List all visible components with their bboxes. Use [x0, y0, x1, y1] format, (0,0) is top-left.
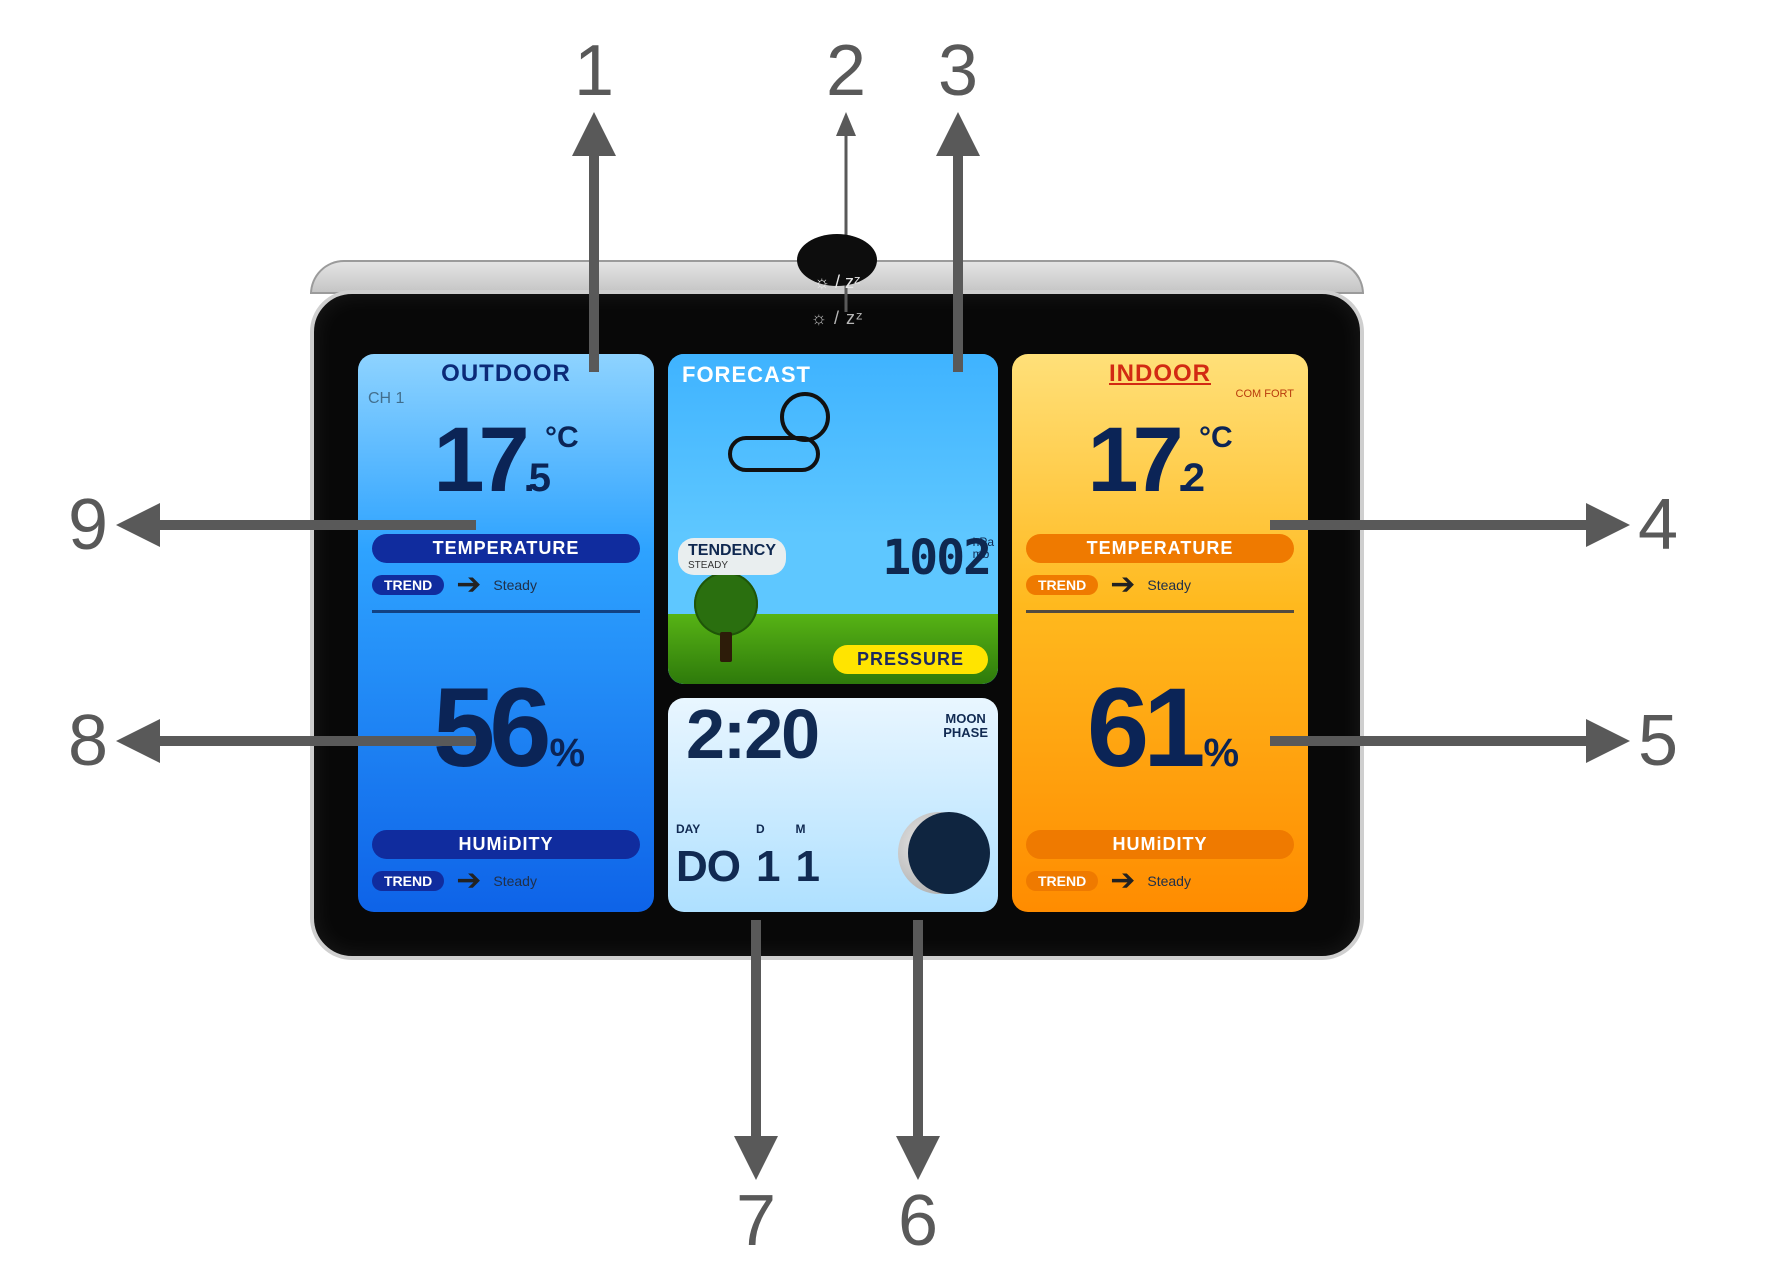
indoor-temp-int: 17 — [1087, 409, 1177, 511]
callout-6: 6 — [888, 920, 948, 1262]
forecast-panel: FORECAST TENDENCY STEADY 1002 hPa mb PRE… — [668, 354, 998, 684]
arrow-left-icon — [116, 495, 476, 555]
date-row: DAY DO D 1 M 1 — [676, 822, 819, 892]
arrow-left-icon — [116, 711, 476, 771]
callout-2-number: 2 — [818, 30, 874, 112]
arrow-up-icon — [928, 112, 988, 372]
comfort-indicator: COM FORT — [1236, 388, 1294, 400]
callout-3-number: 3 — [930, 30, 986, 112]
callout-9: 9 — [60, 484, 476, 566]
pressure-unit-mb: mb — [973, 548, 994, 560]
moon-phase-label: MOON PHASE — [943, 712, 988, 740]
center-column: FORECAST TENDENCY STEADY 1002 hPa mb PRE… — [668, 354, 998, 912]
callout-4: 4 — [1270, 484, 1686, 566]
d-value: 1 — [756, 842, 779, 892]
trend-badge: TREND — [1026, 871, 1098, 891]
callout-8: 8 — [60, 700, 476, 782]
callout-3: 3 — [928, 30, 988, 372]
outdoor-title: OUTDOOR — [441, 360, 571, 388]
callout-5-number: 5 — [1630, 700, 1686, 782]
weather-station-device: ☼ / zᶻ ☼ / zᶻ OUTDOOR CH 1 17.5°C TEMPER… — [310, 260, 1364, 964]
indoor-humidity: 61% — [1012, 672, 1308, 784]
trend-state: Steady — [493, 873, 537, 889]
trend-state: Steady — [1147, 577, 1191, 593]
indoor-panel: INDOOR COM FORT 17.2°C TEMPERATURE TREND… — [1012, 354, 1308, 912]
tendency-badge: TENDENCY STEADY — [678, 538, 786, 575]
trend-badge: TREND — [1026, 575, 1098, 595]
pressure-label: PRESSURE — [833, 645, 988, 674]
day-value: DO — [676, 842, 740, 892]
outdoor-humidity-pill: HUMiDITY — [372, 830, 640, 859]
trend-arrow-icon: ➔ — [1110, 863, 1135, 898]
callout-6-number: 6 — [890, 1180, 946, 1262]
percent-icon: % — [550, 731, 580, 775]
arrow-right-icon — [1270, 495, 1630, 555]
trend-state: Steady — [493, 577, 537, 593]
forecast-title: FORECAST — [682, 362, 811, 388]
trend-badge: TREND — [372, 871, 444, 891]
indoor-humidity-value: 61 — [1087, 665, 1200, 790]
callout-1: 1 — [564, 30, 624, 372]
indoor-title: INDOOR — [1109, 360, 1211, 388]
outdoor-channel: CH 1 — [368, 390, 404, 408]
tree-trunk-icon — [720, 632, 732, 662]
indoor-humidity-pill: HUMiDITY — [1026, 830, 1294, 859]
moon-phase-icon — [898, 812, 980, 894]
indoor-temp: 17.2°C — [1012, 414, 1308, 506]
callout-9-number: 9 — [60, 484, 116, 566]
arrow-up-icon — [564, 112, 624, 372]
day-label: DAY — [676, 822, 740, 836]
moon-label-2: PHASE — [943, 726, 988, 740]
trend-state: Steady — [1147, 873, 1191, 889]
m-label: M — [795, 822, 818, 836]
device-screen-bezel: ☼ / zᶻ OUTDOOR CH 1 17.5°C TEMPERATURE T… — [310, 290, 1364, 960]
arrow-down-icon — [888, 920, 948, 1180]
callout-4-number: 4 — [1630, 484, 1686, 566]
arrow-down-icon — [726, 920, 786, 1180]
outdoor-hum-trend: TREND ➔ Steady — [358, 859, 654, 898]
d-label: D — [756, 822, 779, 836]
outdoor-temp-dec: .5 — [524, 456, 545, 500]
trend-arrow-icon: ➔ — [456, 863, 481, 898]
outdoor-temp-unit: °C — [545, 421, 579, 454]
indoor-temperature-pill: TEMPERATURE — [1026, 534, 1294, 563]
callout-1-number: 1 — [566, 30, 622, 112]
tree-icon — [694, 572, 758, 636]
separator — [372, 610, 640, 613]
indoor-temp-dec: .2 — [1178, 456, 1199, 500]
moon-label-1: MOON — [943, 712, 988, 726]
tendency-state: STEADY — [688, 560, 776, 571]
callout-7-number: 7 — [728, 1180, 784, 1262]
indoor-temp-unit: °C — [1199, 421, 1233, 454]
callout-8-number: 8 — [60, 700, 116, 782]
percent-icon: % — [1204, 731, 1234, 775]
m-value: 1 — [795, 842, 818, 892]
clock-time: 2:20 — [686, 698, 818, 774]
outdoor-temp-trend: TREND ➔ Steady — [358, 563, 654, 602]
trend-badge: TREND — [372, 575, 444, 595]
callout-7: 7 — [726, 920, 786, 1262]
indoor-temp-trend: TREND ➔ Steady — [1012, 563, 1308, 602]
pressure-unit: hPa mb — [973, 536, 994, 560]
indoor-hum-trend: TREND ➔ Steady — [1012, 859, 1308, 898]
trend-arrow-icon: ➔ — [1110, 567, 1135, 602]
datetime-panel: 2:20 MOON PHASE DAY DO D 1 M 1 — [668, 698, 998, 912]
trend-arrow-icon: ➔ — [456, 567, 481, 602]
callout-5: 5 — [1270, 700, 1686, 782]
arrow-right-icon — [1270, 711, 1630, 771]
separator — [1026, 610, 1294, 613]
outdoor-panel: OUTDOOR CH 1 17.5°C TEMPERATURE TREND ➔ … — [358, 354, 654, 912]
snooze-label: ☼ / zᶻ — [814, 272, 861, 293]
forecast-partly-cloudy-icon — [728, 412, 828, 472]
tendency-label: TENDENCY — [688, 542, 776, 559]
